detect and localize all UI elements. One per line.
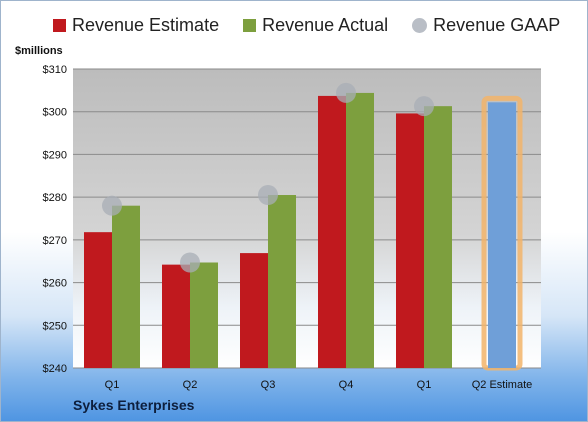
x-tick-label: Q2 Estimate — [472, 379, 533, 391]
x-tick-label: Q2 — [183, 379, 198, 391]
legend-item-gaap: Revenue GAAP — [412, 15, 560, 36]
bar-estimate — [84, 232, 112, 368]
y-tick-label: $300 — [43, 107, 67, 119]
gaap-marker — [336, 82, 356, 103]
bar-actual — [190, 262, 218, 368]
y-tick-label: $310 — [43, 64, 67, 76]
y-tick-label: $260 — [43, 278, 67, 290]
gaap-marker — [414, 96, 434, 117]
legend-label-actual: Revenue Actual — [262, 15, 389, 35]
legend-swatch-actual — [243, 19, 257, 32]
bar-estimate — [396, 113, 424, 369]
y-tick-label: $280 — [43, 192, 67, 204]
legend-label-gaap: Revenue GAAP — [433, 15, 561, 35]
y-tick-label: $290 — [43, 149, 67, 161]
gaap-marker — [102, 195, 122, 216]
y-axis-unit: $millions — [15, 45, 63, 57]
x-tick-label: Q3 — [261, 379, 276, 391]
bar-actual — [268, 195, 296, 368]
x-tick-label: Q1 — [105, 379, 120, 391]
legend-label-estimate: Revenue Estimate — [72, 15, 220, 35]
bar-estimate — [162, 264, 190, 368]
legend-swatch-estimate — [53, 19, 66, 32]
bar-estimate — [240, 253, 268, 368]
y-tick-label: $270 — [43, 235, 67, 247]
bar-actual — [424, 106, 452, 368]
x-tick-label: Q1 — [417, 379, 432, 391]
legend: Revenue Estimate Revenue Actual Revenue … — [53, 15, 560, 36]
bar-actual — [112, 205, 140, 368]
gaap-marker — [180, 252, 200, 273]
legend-item-estimate: Revenue Estimate — [53, 15, 219, 36]
gaap-marker — [258, 185, 278, 206]
company-name: Sykes Enterprises — [73, 397, 195, 413]
bar-estimate — [318, 95, 346, 368]
x-tick-label: Q4 — [339, 379, 354, 391]
legend-swatch-gaap — [412, 18, 428, 33]
plot-area — [73, 69, 541, 368]
bar-actual — [346, 92, 374, 369]
y-tick-label: $240 — [43, 363, 67, 375]
y-tick-label: $250 — [43, 320, 67, 332]
legend-item-actual: Revenue Actual — [243, 15, 388, 36]
bar-estimate — [488, 102, 516, 369]
